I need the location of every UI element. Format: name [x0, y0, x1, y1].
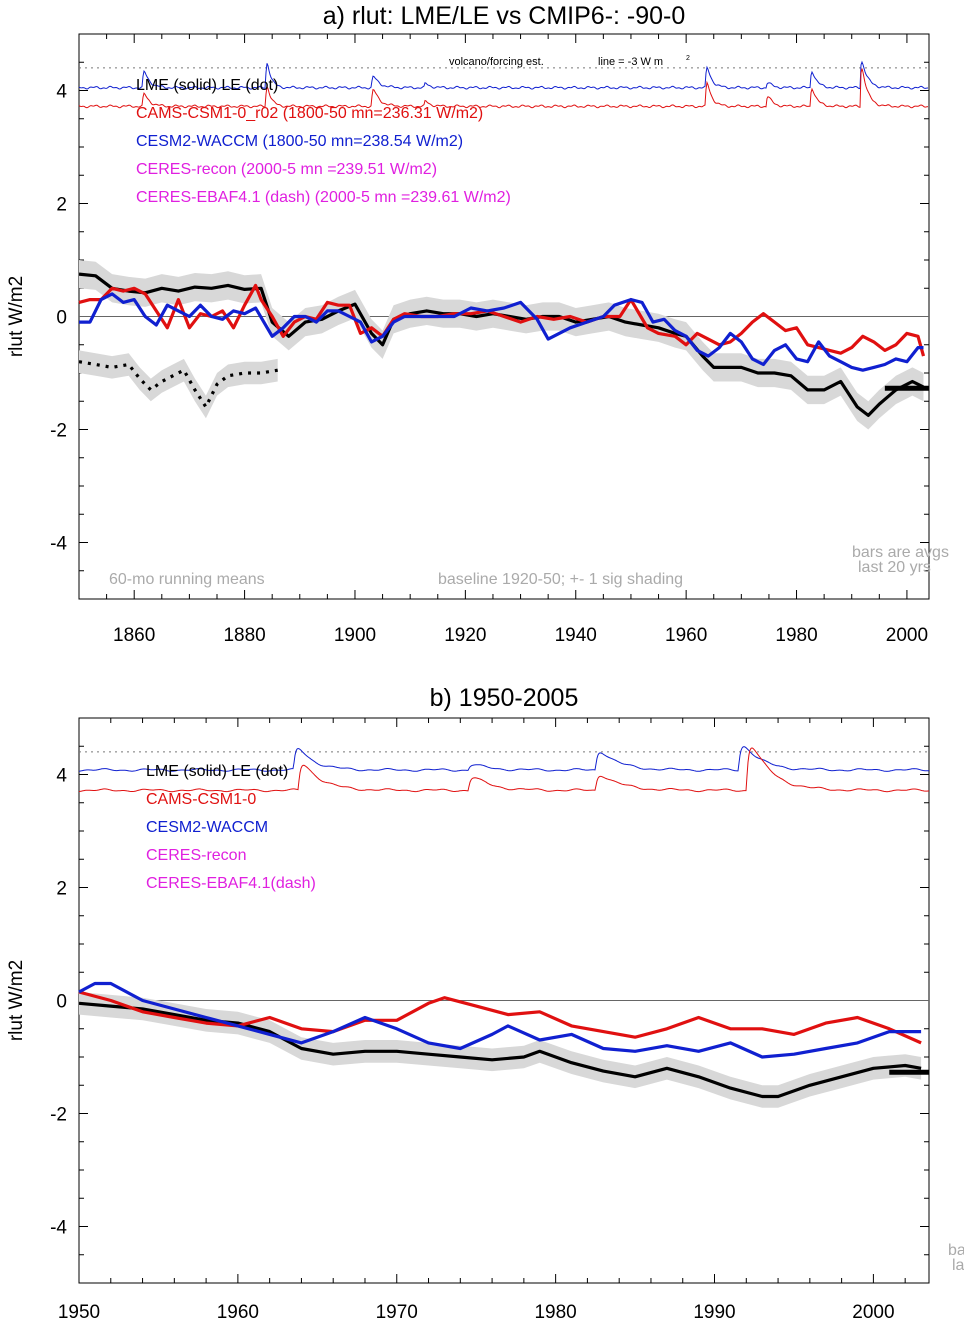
series-lme-solid-	[78, 992, 922, 1108]
legend-item: CERES-EBAF4.1 (dash) (2000-5 mn =239.61 …	[136, 189, 511, 206]
annotation-bars-1: ba	[948, 1242, 964, 1259]
chart-title: a) rlut: LME/LE vs CMIP6-: -90-0	[323, 2, 686, 30]
x-tick-label: 1940	[555, 625, 597, 646]
annotation-baseline: baseline 1920-50; +- 1 sig shading	[438, 571, 683, 588]
y-tick-label: -4	[50, 1218, 67, 1239]
chart-title: b) 1950-2005	[430, 684, 579, 712]
y-tick-label: 2	[56, 879, 67, 900]
x-tick-label: 1920	[444, 625, 486, 646]
series-cesm2-waccm	[79, 292, 924, 372]
series-line	[78, 990, 922, 1045]
panel-a: a) rlut: LME/LE vs CMIP6-: -90-0 rlut W/m…	[6, 2, 949, 646]
series-lme-solid-	[78, 260, 925, 430]
series-line	[79, 292, 924, 372]
y-tick-label: -2	[50, 421, 67, 442]
x-tick-label: 1860	[113, 625, 155, 646]
y-axis-label: rlut W/m2	[6, 960, 27, 1041]
x-tick-label: 1960	[665, 625, 707, 646]
legend-item: CERES-recon (2000-5 mn =239.51 W/m2)	[136, 161, 437, 178]
series-line	[78, 981, 922, 1059]
x-tick-label: 1980	[775, 625, 817, 646]
y-tick-label: 0	[56, 308, 67, 329]
series-cesm2-waccm	[78, 981, 922, 1059]
forcing-line	[78, 68, 929, 109]
x-tick-label: 1960	[217, 1302, 259, 1323]
x-tick-label: 1880	[223, 625, 265, 646]
forcing-line	[78, 746, 930, 772]
y-tick-label: -2	[50, 1105, 67, 1126]
legend-header: LME (solid) LE (dot)	[146, 763, 288, 780]
panel-b: b) 1950-2005 rlut W/m2 -4 -2 0 2 4 1950 1960 1970…	[6, 684, 964, 1323]
forcing-line	[78, 60, 928, 90]
legend-item: CAMS-CSM1-0_r02 (1800-50 mn=236.31 W/m2)	[136, 105, 483, 122]
x-tick-label: 1980	[534, 1302, 576, 1323]
forcing-line	[78, 747, 930, 793]
sigma-shading	[79, 350, 278, 419]
annotation-superscript: 2	[686, 55, 690, 62]
x-tick-label: 1970	[376, 1302, 418, 1323]
legend-item: CERES-recon	[146, 847, 246, 864]
series-line	[78, 272, 925, 417]
series-le-dot-	[78, 350, 278, 419]
y-tick-label: 2	[56, 195, 67, 216]
sigma-shading	[79, 260, 924, 430]
x-tick-label: 2000	[852, 1302, 894, 1323]
legend-item: CESM2-WACCM	[146, 819, 268, 836]
annotation-volcano: volcano/forcing est.	[449, 56, 544, 68]
x-tick-label: 1900	[334, 625, 376, 646]
sigma-shading	[79, 992, 922, 1108]
legend-header: LME (solid) LE (dot)	[136, 77, 278, 94]
legend-item: CAMS-CSM1-0	[146, 791, 256, 808]
legend-item: CERES-EBAF4.1(dash)	[146, 875, 316, 892]
y-tick-label: 4	[56, 766, 67, 787]
y-axis-label: rlut W/m2	[6, 276, 27, 357]
y-tick-label: 0	[56, 992, 67, 1013]
annotation-line: line = -3 W m	[598, 56, 663, 68]
x-tick-label: 1990	[693, 1302, 735, 1323]
series-cams-csm1-0	[78, 990, 922, 1045]
x-tick-label: 1950	[58, 1302, 100, 1323]
x-tick-label: 2000	[886, 625, 928, 646]
y-tick-label: 4	[56, 82, 67, 103]
annotation-running: 60-mo running means	[109, 571, 265, 588]
annotation-bars-2: la	[952, 1257, 964, 1274]
annotation-bars-1: bars are avgs	[852, 544, 949, 561]
y-tick-label: -4	[50, 534, 67, 555]
annotation-bars-2: last 20 yrs	[858, 559, 931, 576]
legend-item: CESM2-WACCM (1800-50 mn=238.54 W/m2)	[136, 133, 463, 150]
